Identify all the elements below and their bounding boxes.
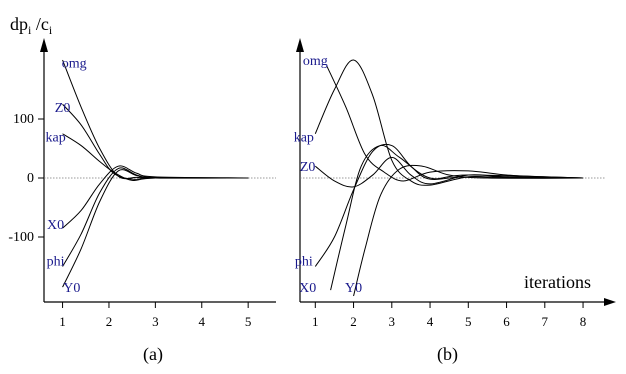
panel-a-y-arrow [40,38,48,52]
curve-kap [62,133,249,182]
x-tick-label: 8 [580,314,587,329]
panel-a-label: (a) [143,344,163,365]
panel-b-labels: omg kap Z0 phi X0 Y0 [294,54,362,296]
x-tick-label: 7 [542,314,549,329]
x-tick-label: 5 [465,314,472,329]
x-tick-label: 4 [199,314,206,329]
x-tick-label: 1 [59,314,66,329]
curve-X0 [330,144,584,291]
series-label-omg: omg [303,54,328,69]
y-tick-label: 100 [13,112,34,127]
curve-kap [314,59,584,186]
x-tick-label: 5 [245,314,252,329]
series-label-Z0: Z0 [300,160,316,175]
curve-phi [62,167,249,267]
x-tick-label: 6 [503,314,510,329]
panel-b-x-axis-title: iterations [524,272,591,292]
series-label-Z0: Z0 [55,101,71,116]
series-label-kap: kap [294,131,314,146]
series-label-Y0: Y0 [63,281,80,296]
series-label-Y0: Y0 [345,281,362,296]
series-label-omg: omg [62,56,87,71]
panel-a-curves [62,59,249,288]
x-tick-label: 2 [106,314,113,329]
x-tick-label: 1 [312,314,319,329]
panel-b-y-arrow [296,38,304,52]
curve-Y0 [62,169,249,288]
y-tick-label: -100 [8,230,34,245]
curve-Y0 [353,164,584,297]
panel-b-x-arrow [604,298,616,306]
panel-b-curves [314,59,584,297]
y-axis-title: dpi /ci [10,14,53,37]
series-label-kap: kap [45,131,65,146]
panel-b-ticks: 1 2 3 4 5 6 7 8 [312,302,586,329]
series-label-phi: phi [295,255,313,270]
y-tick-label: 0 [27,171,34,186]
curve-Z0 [314,156,584,188]
panel-a: 1 2 3 4 5 100 0 -100 omg Z0 kap X0 phi Y0 (a) [8,38,276,365]
curve-omg [62,59,249,180]
curve-phi [314,143,584,267]
x-tick-label: 3 [389,314,396,329]
series-label-phi: phi [47,255,65,270]
panel-b-label: (b) [437,344,458,365]
series-label-X0: X0 [47,218,64,233]
x-tick-label: 4 [427,314,434,329]
panel-b: iterations 1 2 3 4 5 6 7 8 omg kap Z0 phi X0 Y0 (b) [294,38,616,365]
x-tick-label: 3 [152,314,159,329]
panel-a-labels: omg Z0 kap X0 phi Y0 [45,56,86,296]
curve-X0 [62,165,249,229]
curve-Z0 [62,103,249,180]
x-tick-label: 2 [350,314,357,329]
panel-a-ticks: 1 2 3 4 5 100 0 -100 [8,112,251,329]
series-label-X0: X0 [299,281,316,296]
